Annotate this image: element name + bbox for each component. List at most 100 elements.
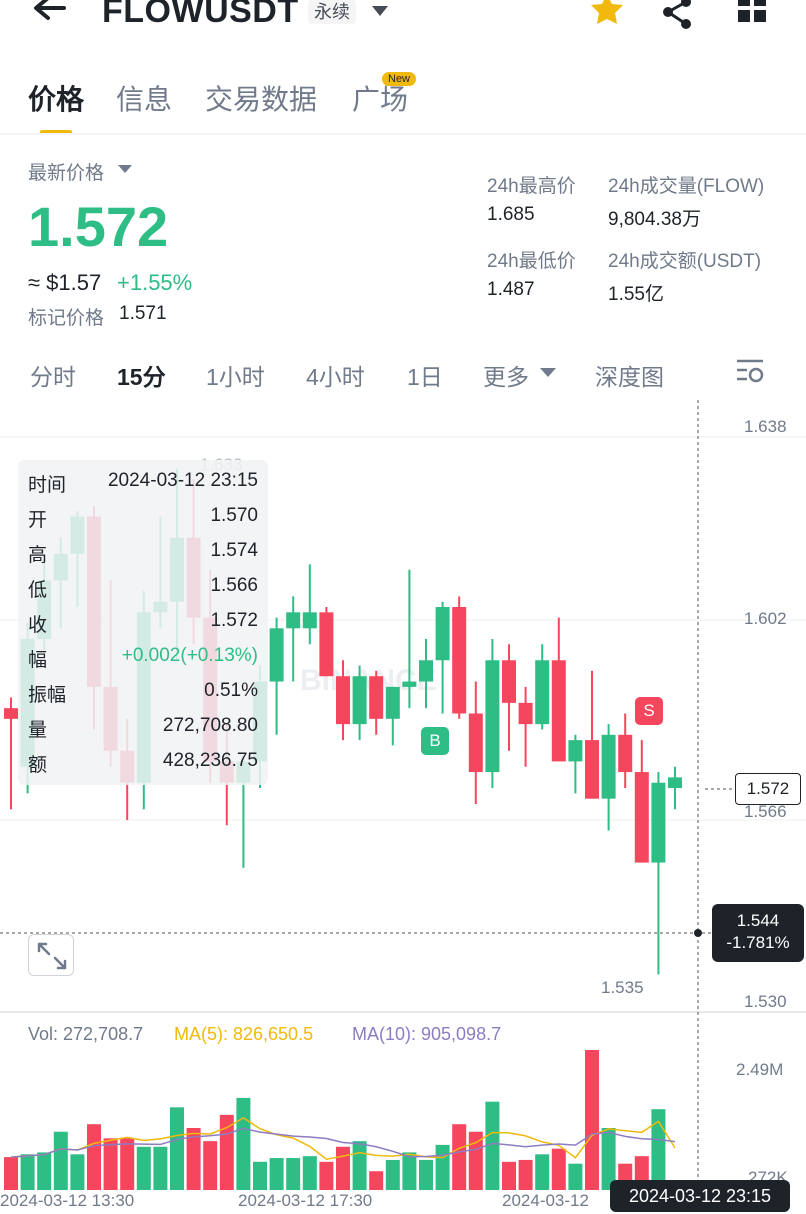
tooltip-value: 272,708.80: [162, 715, 258, 736]
volume-bar: [651, 1109, 666, 1190]
candle-body: [551, 660, 566, 762]
x-axis-label: 2024-03-12: [502, 1191, 589, 1210]
volume-bar: [302, 1156, 317, 1190]
crosshair-time-tag: 2024-03-12 23:15: [610, 1180, 790, 1212]
volume-bar: [136, 1146, 151, 1190]
volume-bar: [4, 1157, 18, 1190]
latest-price-label[interactable]: 最新价格: [28, 163, 105, 184]
candle-body: [402, 681, 417, 687]
tab-square[interactable]: 广场: [352, 84, 409, 115]
volume-ma5-label: MA(5): 826,650.5: [174, 1024, 314, 1044]
timeframe-1h[interactable]: 1小时: [206, 364, 265, 390]
buy-marker[interactable]: B: [421, 727, 449, 755]
timeframe-1d[interactable]: 1日: [407, 364, 443, 390]
timeframe-4h[interactable]: 4小时: [306, 364, 365, 390]
volume-bar: [236, 1097, 251, 1190]
volume-bar: [219, 1114, 234, 1190]
volume-ma10-label: MA(10): 905,098.7: [352, 1024, 502, 1044]
volume-bar: [319, 1161, 334, 1190]
section-tabs: 价格 信息 交易数据 广场 New: [0, 70, 806, 135]
crosshair-price-tag: 1.544 -1.781%: [712, 904, 804, 962]
volume-bar: [601, 1127, 616, 1190]
last-price: 1.572: [28, 195, 169, 258]
tooltip-key: 额: [28, 755, 48, 776]
tooltip-value: 2024-03-12 23:15: [107, 470, 258, 491]
stat-24h-low-value: 1.487: [487, 279, 535, 300]
tab-info[interactable]: 信息: [116, 84, 173, 115]
stat-24h-volume-value: 9,804.38万: [608, 209, 701, 230]
contract-type-badge: 永续: [308, 0, 356, 24]
volume-bar: [518, 1159, 533, 1190]
tooltip-row: 时间 2024-03-12 23:15: [28, 470, 258, 500]
symbol-title[interactable]: FLOWUSDT: [102, 0, 299, 30]
tab-price[interactable]: 价格: [28, 84, 85, 115]
low-price-label: 1.535: [601, 978, 644, 997]
volume-ma5-line: [10, 1116, 676, 1160]
volume-bar: [468, 1131, 483, 1190]
tooltip-row: 开 1.570: [28, 505, 258, 535]
candle-body: [585, 740, 599, 799]
volume-bar: [585, 1050, 599, 1190]
candle-body: [352, 676, 367, 725]
sell-marker[interactable]: S: [635, 697, 663, 725]
volume-bar: [53, 1131, 68, 1190]
tooltip-key: 开: [28, 510, 48, 531]
ohlc-tooltip: 时间 2024-03-12 23:15 开 1.570 高 1.574 低 1.566 收 1.5…: [18, 460, 268, 785]
timeframe-depth-chart[interactable]: 深度图: [595, 364, 664, 390]
volume-bar: [369, 1171, 384, 1190]
fullscreen-button[interactable]: [28, 934, 74, 976]
tooltip-key: 收: [28, 615, 48, 636]
volume-bar: [120, 1138, 135, 1190]
tooltip-value: 428,236.75: [162, 750, 258, 771]
candle-body: [369, 676, 384, 719]
more-caret-icon[interactable]: [540, 368, 556, 377]
volume-bar: [87, 1124, 101, 1190]
latest-price-caret-icon[interactable]: [118, 165, 132, 173]
volume-bar: [419, 1159, 433, 1190]
tab-trading-data[interactable]: 交易数据: [205, 84, 318, 115]
crosshair-dot: [694, 929, 702, 937]
candle-body: [468, 713, 483, 773]
star-icon[interactable]: [588, 0, 626, 30]
x-axis-label: 2024-03-12 17:30: [238, 1191, 373, 1210]
change-percent: +1.55%: [117, 270, 193, 295]
volume-bar: [452, 1124, 467, 1190]
candle-body: [319, 612, 334, 677]
volume-bar: [37, 1152, 52, 1190]
tooltip-key: 幅: [28, 650, 48, 671]
candle-body: [286, 612, 301, 629]
stat-24h-high-label: 24h最高价: [487, 176, 576, 197]
volume-bar: [551, 1148, 566, 1190]
crosshair-price: 1.544: [736, 911, 780, 930]
candle-body: [668, 777, 682, 789]
candle-body: [485, 660, 500, 773]
current-price-tag: 1.572: [735, 773, 801, 805]
tooltip-key: 振幅: [28, 685, 67, 706]
timeframe-15m[interactable]: 15分: [117, 364, 166, 390]
tooltip-value: 1.570: [210, 505, 258, 526]
candle-body: [4, 708, 18, 719]
chart-settings-icon[interactable]: [737, 358, 765, 384]
stat-24h-low-label: 24h最低价: [487, 251, 576, 272]
volume-bar: [568, 1163, 583, 1190]
usd-approx-price: ≈ $1.57: [28, 270, 102, 295]
tooltip-key: 量: [28, 720, 48, 741]
expand-icon: [37, 942, 67, 970]
stat-24h-turnover-label: 24h成交额(USDT): [608, 251, 762, 272]
grid-menu-icon[interactable]: [736, 0, 768, 28]
y-axis-label: 1.566: [744, 802, 787, 821]
timeframe-time-sharing[interactable]: 分时: [30, 364, 76, 390]
top-bar: FLOWUSDT 永续: [0, 0, 806, 40]
share-icon[interactable]: [660, 0, 696, 30]
back-arrow-icon[interactable]: [30, 0, 70, 32]
candle-body: [502, 660, 516, 703]
stat-24h-turnover-value: 1.55亿: [608, 284, 664, 305]
volume-bar: [402, 1152, 417, 1190]
dropdown-caret-icon[interactable]: [372, 6, 388, 16]
candle-body: [518, 702, 533, 725]
volume-bar: [336, 1146, 350, 1190]
active-tab-indicator: [40, 130, 72, 135]
candle-body: [269, 628, 284, 682]
timeframe-more[interactable]: 更多: [483, 364, 529, 390]
tooltip-row: 高 1.574: [28, 540, 258, 570]
